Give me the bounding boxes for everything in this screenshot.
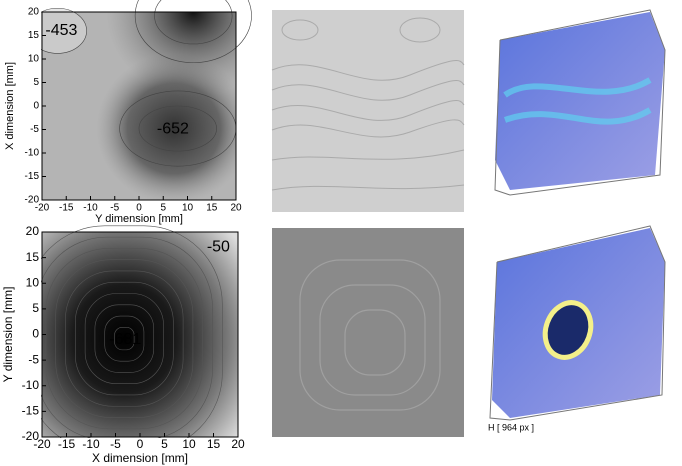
y-tick-label: -5 [28,352,39,366]
y-tick-label: -15 [22,404,40,418]
contour-line [55,259,194,418]
x-tick-label: -10 [82,437,100,451]
contour-chart: -20 -15 -10 -5 0 5 10 15 20 -20 -15 -10 -5 0 5 10 15 20 Y … [0,0,256,229]
y-tick-label: 10 [28,54,40,65]
contour-chart: -20 -15 -10 -5 0 5 10 15 20-20-15-10-505101520X … [0,220,258,466]
y-tick-label: 0 [33,101,39,112]
y-tick-label: 5 [33,77,39,88]
mask [0,0,41,212]
y-tick-label: -10 [25,148,40,159]
photo-texture [299,259,441,411]
contour-line [134,0,252,64]
x-tick-label: -15 [58,437,76,451]
y-tick-label: -5 [30,124,39,135]
contour-line [104,315,145,362]
x-tick-label: 15 [207,437,221,451]
contour-line [84,293,164,384]
x-tick-label: -5 [110,203,119,214]
x-tick-label: -10 [83,203,98,214]
y-tick-label: 15 [28,30,40,41]
photo [272,10,464,212]
x-tick-label: 5 [160,203,166,214]
x-tick-label: -5 [110,437,121,451]
mask [42,201,256,229]
x-tick-label: 20 [231,437,245,451]
contour-line [114,327,135,351]
contour-line [65,270,184,407]
mask [0,220,41,449]
y-axis-label: X dimension [mm] [4,62,16,150]
y-tick-label: 20 [26,224,40,238]
y-tick-label: -15 [25,171,40,182]
x-tick-label: 0 [137,437,144,451]
contour-line [75,281,174,396]
x-tick-label: 5 [161,437,168,451]
x-tick-label: -20 [35,203,50,214]
x-tick-label: 15 [206,203,218,214]
contour-line [94,304,155,373]
contour-line [154,0,233,45]
contour-field [42,232,238,437]
contour-line [45,248,204,430]
annotation: -453 [45,22,77,39]
y-axis-label: Y dimension [mm] [1,287,15,383]
photo [272,228,464,437]
x-tick-label: 10 [182,203,194,214]
contour-line [138,105,217,152]
y-tick-label: -20 [25,195,40,206]
annotation: -50 [207,239,230,256]
x-tick-label: 0 [136,203,142,214]
y-tick-label: 15 [26,250,40,264]
y-tick-label: 10 [26,275,40,289]
y-tick-label: 5 [32,301,39,315]
x-tick-label: -20 [33,437,51,451]
y-tick-label: -10 [22,378,40,392]
mask [42,438,258,466]
x-tick-label: 20 [230,203,242,214]
photo-texture [271,17,465,191]
x-tick-label: 10 [182,437,196,451]
x-tick-label: -15 [59,203,74,214]
x-axis-label: Y dimension [mm] [95,213,183,225]
volume-render: H [ 964 px ] [488,9,666,432]
annotation: -652 [157,121,189,138]
render-label: H [ 964 px ] [488,422,534,432]
y-tick-label: 0 [32,327,39,341]
annotation: -681 [109,331,141,348]
y-tick-label: 20 [28,7,40,18]
y-tick-label: -20 [22,429,40,443]
x-axis-label: X dimension [mm] [92,451,188,465]
